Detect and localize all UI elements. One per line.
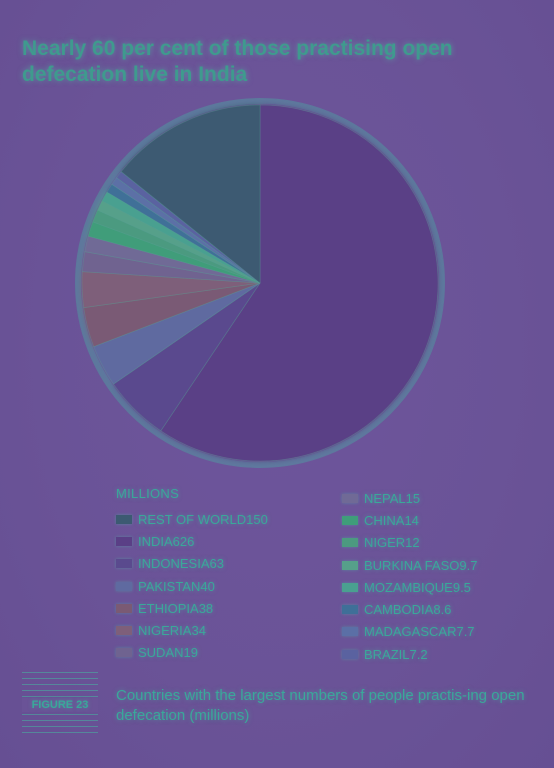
legend-swatch — [116, 626, 132, 636]
legend-value: 7.2 — [409, 646, 428, 662]
legend-item-cambodia: CAMBODIA 8.6 — [342, 598, 477, 620]
legend-label: BURKINA FASO — [364, 557, 460, 573]
legend-item-india: INDIA 626 — [116, 530, 268, 552]
legend-swatch — [116, 536, 132, 546]
legend-value: 626 — [172, 533, 195, 549]
legend-item-niger: NIGER 12 — [342, 532, 477, 554]
legend-label: PAKISTAN — [138, 578, 201, 594]
legend-value: 15 — [405, 490, 421, 506]
legend-label: MADAGASCAR — [364, 624, 457, 640]
legend-value: 8.6 — [433, 602, 452, 618]
legend-swatch — [342, 515, 358, 525]
legend-label: CHINA — [364, 512, 405, 528]
pie-slice-india — [160, 104, 439, 462]
legend-swatch — [342, 627, 358, 637]
legend-swatch — [342, 560, 358, 570]
legend-label: NIGERIA — [138, 623, 192, 639]
legend-item-madagascar: MADAGASCAR 7.7 — [342, 621, 477, 643]
legend-item-ethiopia: ETHIOPIA 38 — [116, 597, 268, 619]
legend-value: 40 — [200, 578, 215, 594]
legend-value: 19 — [183, 645, 198, 661]
pie-chart-area — [75, 98, 445, 468]
legend-label: SUDAN — [138, 645, 184, 661]
legend-label: NEPAL — [364, 490, 406, 506]
legend-swatch — [116, 559, 132, 569]
legend-label: CAMBODIA — [364, 602, 434, 618]
legend-label: INDONESIA — [138, 556, 210, 572]
legend-label: NIGER — [364, 535, 406, 551]
legend-value: 14 — [404, 512, 419, 528]
legend-item-mozambique: MOZAMBIQUE 9.5 — [342, 576, 477, 598]
legend-value: 38 — [198, 600, 214, 616]
pie-slice-rest-of-world — [120, 104, 261, 284]
chart-title: Nearly 60 per cent of those practising o… — [22, 37, 453, 86]
legend-value: 150 — [246, 511, 268, 527]
figure-badge: FIGURE 23 — [22, 672, 98, 738]
legend-item-brazil: BRAZIL 7.2 — [342, 643, 477, 665]
pie-glow-ring — [75, 98, 445, 468]
legend-swatch — [116, 648, 132, 658]
legend-left-column: REST OF WORLD 150 INDIA 626 INDONESIA 63 PA… — [116, 508, 268, 664]
legend-value: 63 — [209, 556, 224, 572]
legend-label: BRAZIL — [364, 646, 410, 662]
legend-swatch — [342, 605, 358, 615]
legend-swatch — [342, 582, 358, 592]
legend-item-burkina-faso: BURKINA FASO 9.7 — [342, 554, 477, 576]
legend-item-china: CHINA 14 — [342, 509, 477, 531]
legend-right-column: NEPAL 15 CHINA 14 NIGER 12 BURKINA FASO 9.7… — [342, 487, 477, 665]
legend-swatch — [116, 581, 132, 591]
legend-item-sudan: SUDAN 19 — [116, 642, 268, 664]
legend-value: 7.7 — [456, 624, 475, 640]
legend-swatch — [342, 538, 358, 548]
legend-swatch — [342, 649, 358, 659]
legend-label: MOZAMBIQUE — [364, 579, 453, 595]
legend-item-nepal: NEPAL 15 — [342, 487, 477, 509]
legend-swatch — [116, 514, 132, 524]
legend-item-pakistan: PAKISTAN 40 — [116, 575, 268, 597]
legend-value: 9.5 — [452, 579, 471, 595]
legend-label: INDIA — [138, 533, 173, 549]
legend-item-rest-of-world: REST OF WORLD 150 — [116, 508, 268, 530]
legend-value: 9.7 — [459, 557, 478, 573]
legend-item-nigeria: NIGERIA 34 — [116, 619, 268, 641]
legend-label: ETHIOPIA — [138, 600, 199, 616]
legend-swatch — [342, 493, 358, 503]
legend-value: 12 — [405, 535, 420, 551]
pie-chart — [75, 98, 445, 468]
legend-value: 34 — [191, 623, 206, 639]
legend-swatch — [116, 603, 132, 613]
legend-label: REST OF WORLD — [138, 511, 247, 527]
legend-unit-label: MILLIONS — [116, 486, 180, 501]
legend-item-indonesia: INDONESIA 63 — [116, 553, 268, 575]
figure-label: FIGURE 23 — [22, 698, 98, 712]
figure-caption: Countries with the largest numbers of pe… — [116, 687, 525, 724]
